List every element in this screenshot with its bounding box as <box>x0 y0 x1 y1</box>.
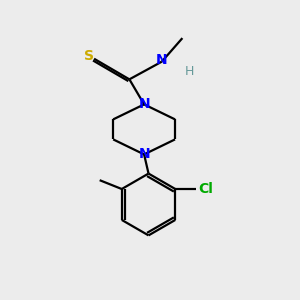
Text: N: N <box>138 98 150 111</box>
Text: N: N <box>138 147 150 161</box>
Text: H: H <box>185 65 194 79</box>
Text: N: N <box>156 53 168 67</box>
Text: Cl: Cl <box>198 182 213 196</box>
Text: S: S <box>84 49 94 63</box>
